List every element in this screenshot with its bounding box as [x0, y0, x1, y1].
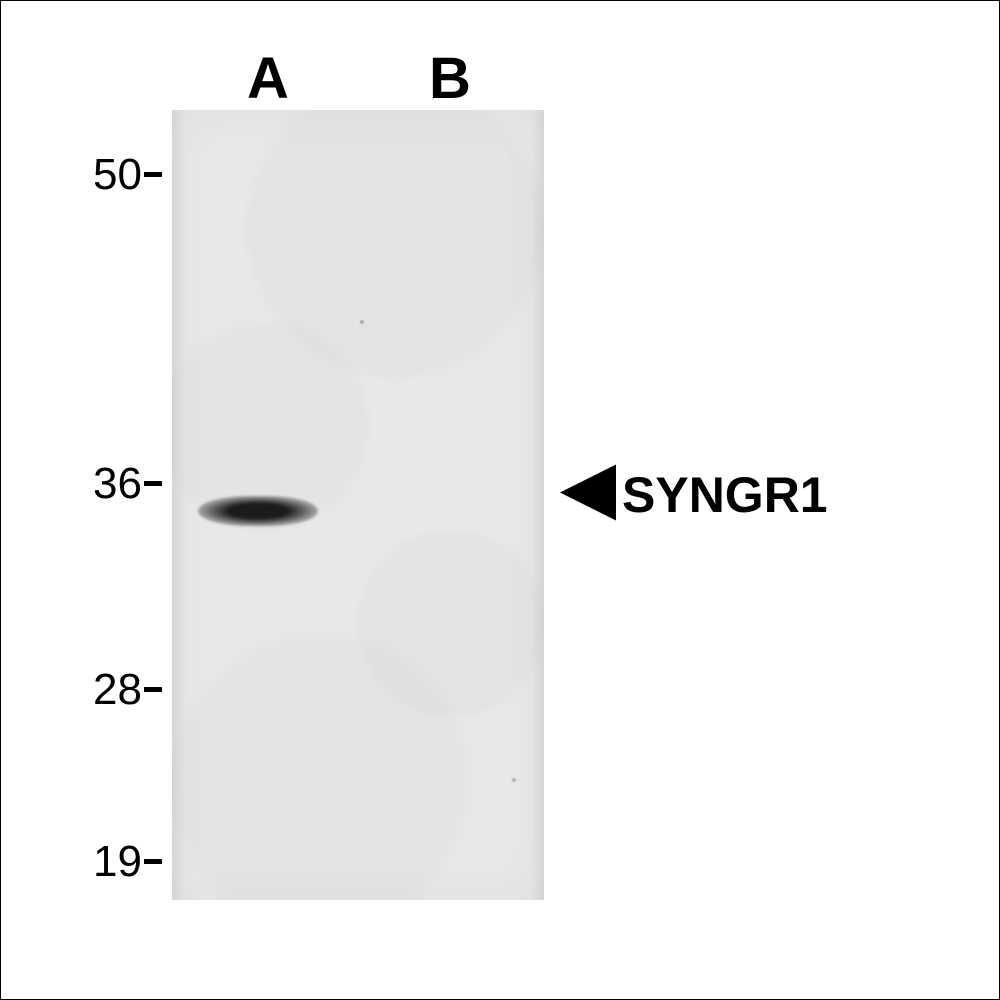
lane-label-a: A — [238, 45, 298, 112]
lane-label-b: B — [420, 45, 480, 112]
mw-value: 19 — [93, 837, 142, 886]
target-label: SYNGR1 — [622, 466, 828, 524]
mw-dash — [144, 859, 162, 864]
band-lane-a-syngr1 — [198, 496, 318, 526]
arrow-left-icon — [560, 465, 616, 521]
mw-value: 36 — [93, 459, 142, 508]
mw-dash — [144, 481, 162, 486]
mw-label-50: 50 — [93, 150, 162, 200]
mw-label-19: 19 — [93, 837, 162, 887]
blot-figure: A B 50 36 28 19 SYNGR1 — [0, 0, 1000, 1000]
speck — [360, 320, 364, 324]
target-arrow-icon — [560, 465, 616, 526]
mw-label-28: 28 — [93, 665, 162, 715]
mw-dash — [144, 172, 162, 177]
mw-dash — [144, 687, 162, 692]
mw-label-36: 36 — [93, 459, 162, 509]
mw-value: 50 — [93, 150, 142, 199]
gel-strip — [172, 110, 544, 900]
speck — [512, 778, 516, 782]
mw-value: 28 — [93, 665, 142, 714]
